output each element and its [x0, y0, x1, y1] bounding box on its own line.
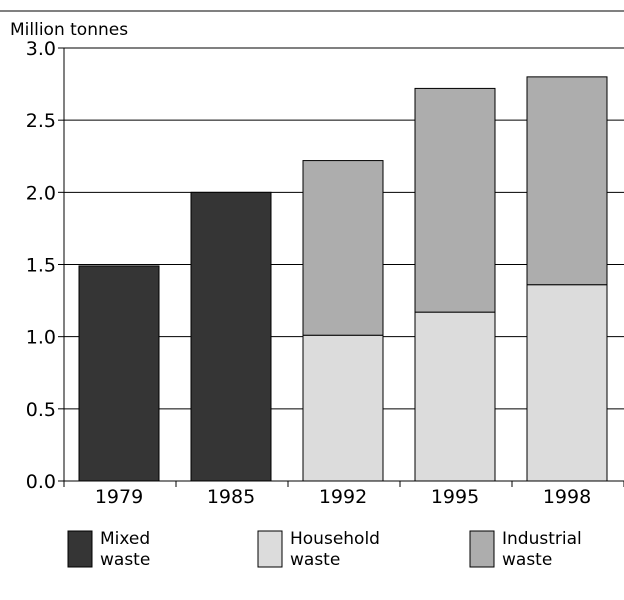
bar-segment [414, 87, 496, 313]
legend-swatch [469, 530, 495, 568]
bar-segment [78, 265, 160, 482]
y-tick-label: 1.0 [26, 327, 56, 349]
y-tick-label: 0.0 [26, 471, 56, 493]
x-tick-label: 1985 [207, 486, 255, 508]
x-tick-label: 1998 [543, 486, 591, 508]
x-tick-label: 1995 [431, 486, 479, 508]
bar-segment [302, 334, 384, 482]
legend-label: Mixed [100, 529, 150, 549]
axes: 0.0 0.5 1.0 1.5 2.0 2.5 3.0 1979 1985 1992 1995 199… [26, 38, 624, 508]
legend-label: Household [290, 529, 380, 549]
legend-swatch [67, 530, 93, 568]
bar-segment [190, 191, 272, 482]
legend-label: waste [290, 550, 340, 570]
bar-segment [414, 311, 496, 482]
bar-segment [302, 160, 384, 336]
legend-swatch [257, 530, 283, 568]
legend-label: waste [502, 550, 552, 570]
y-axis-title: Million tonnes [10, 20, 128, 40]
y-tick-label: 2.0 [26, 182, 56, 204]
bar-segment [526, 76, 608, 286]
y-tick-label: 2.5 [26, 110, 56, 132]
bar-segment [526, 284, 608, 482]
legend-label: Industrial [502, 529, 582, 549]
bars [78, 76, 608, 482]
y-tick-label: 0.5 [26, 399, 56, 421]
y-tick-label: 1.5 [26, 255, 56, 277]
legend-label: waste [100, 550, 150, 570]
x-tick-label: 1992 [319, 486, 367, 508]
y-tick-label: 3.0 [26, 38, 56, 60]
x-tick-label: 1979 [95, 486, 143, 508]
